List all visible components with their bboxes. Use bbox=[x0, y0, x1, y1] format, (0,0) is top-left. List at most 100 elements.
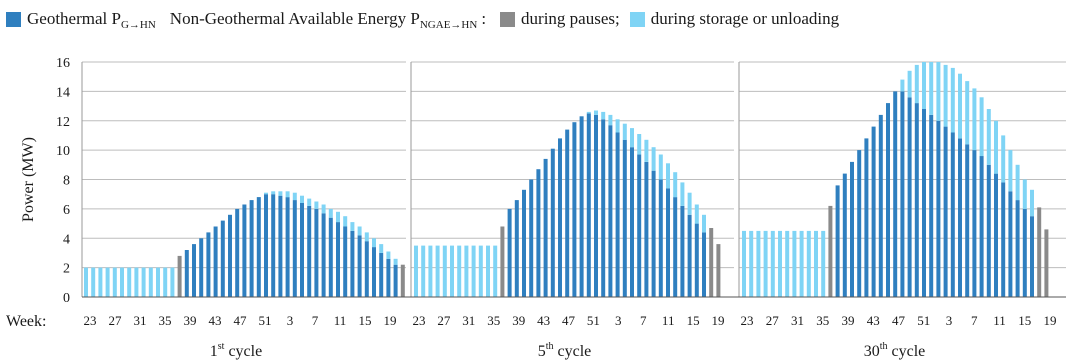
bar-ngae-unloading bbox=[958, 73, 962, 139]
bar-geothermal bbox=[586, 113, 591, 298]
bar-geothermal bbox=[514, 200, 519, 297]
panel-title-number: 30 bbox=[864, 343, 880, 360]
bar-ngae-unloading bbox=[364, 232, 369, 242]
bar-geothermal bbox=[594, 114, 598, 298]
bar-storage bbox=[428, 245, 433, 297]
x-tick-label: 23 bbox=[413, 313, 426, 328]
bar-storage bbox=[785, 230, 790, 297]
bar-storage bbox=[435, 245, 440, 297]
bar-geothermal bbox=[986, 164, 991, 297]
bar-geothermal bbox=[278, 195, 283, 297]
bar-geothermal bbox=[850, 161, 854, 297]
bar-geothermal bbox=[907, 97, 912, 298]
bar-ngae-unloading bbox=[1030, 189, 1034, 217]
bar-ngae-unloading bbox=[922, 62, 926, 109]
y-tick-label: 8 bbox=[63, 174, 70, 189]
bar-ngae-unloading bbox=[900, 79, 905, 92]
x-tick-label: 35 bbox=[816, 313, 829, 328]
bar-ngae-unloading bbox=[314, 201, 319, 209]
bar-geothermal bbox=[364, 241, 369, 297]
bar-ngae-unloading bbox=[687, 192, 692, 215]
bar-geothermal bbox=[857, 150, 862, 297]
bar-storage bbox=[763, 230, 768, 297]
bar-geothermal bbox=[372, 247, 376, 297]
bar-geothermal bbox=[336, 222, 340, 297]
bar-geothermal bbox=[199, 238, 204, 298]
bar-geothermal bbox=[972, 150, 977, 297]
bar-geothermal bbox=[393, 264, 398, 297]
bar-ngae-unloading bbox=[680, 182, 685, 206]
bar-geothermal bbox=[871, 126, 876, 297]
bar-storage bbox=[98, 267, 103, 297]
x-tick-label: 39 bbox=[184, 313, 197, 328]
panel-title-number: 5 bbox=[538, 343, 546, 360]
bar-storage bbox=[421, 245, 426, 297]
bar-geothermal bbox=[702, 232, 706, 297]
bar-geothermal bbox=[1015, 200, 1020, 297]
x-tick-label: 39 bbox=[512, 313, 525, 328]
bar-ngae-unloading bbox=[986, 109, 991, 165]
x-tick-label: 11 bbox=[662, 313, 675, 328]
bar-geothermal bbox=[893, 91, 898, 298]
legend-label-geothermal: Geothermal PG→HN bbox=[27, 9, 156, 31]
legend-label-ngae: Non-Geothermal Available Energy PNGAE→HN bbox=[169, 9, 478, 31]
bar-ngae-unloading bbox=[350, 222, 355, 231]
bar-pause bbox=[716, 244, 721, 297]
x-tick-label: 51 bbox=[587, 313, 600, 328]
bar-storage bbox=[471, 245, 476, 297]
bar-geothermal bbox=[300, 203, 304, 297]
bar-geothermal bbox=[550, 148, 555, 297]
bar-geothermal bbox=[235, 208, 240, 297]
bar-storage bbox=[120, 267, 124, 297]
bar-geothermal bbox=[206, 232, 211, 297]
bar-ngae-unloading bbox=[307, 198, 312, 206]
bar-ngae-unloading bbox=[622, 123, 627, 140]
bar-ngae-unloading bbox=[601, 111, 606, 120]
bar-geothermal bbox=[543, 158, 548, 297]
bar-geothermal bbox=[579, 116, 584, 297]
bar-geothermal bbox=[958, 138, 962, 297]
bar-ngae-unloading bbox=[914, 64, 919, 104]
bar-ngae-unloading bbox=[1008, 150, 1013, 192]
bar-geothermal bbox=[922, 109, 926, 297]
x-tick-label: 7 bbox=[640, 313, 647, 328]
bar-storage bbox=[756, 230, 761, 297]
legend-label-storage: during storage or unloading bbox=[650, 9, 840, 28]
bar-geothermal bbox=[622, 139, 627, 297]
bar-ngae-unloading bbox=[994, 120, 998, 174]
bar-geothermal bbox=[271, 194, 276, 297]
bar-geothermal bbox=[285, 197, 290, 297]
panel-title-superscript: th bbox=[880, 341, 888, 352]
bar-ngae-unloading bbox=[694, 204, 699, 224]
bar-ngae-unloading bbox=[950, 67, 955, 133]
bar-geothermal bbox=[673, 197, 678, 297]
bar-storage bbox=[105, 267, 110, 297]
bar-ngae-unloading bbox=[372, 238, 376, 248]
bar-geothermal bbox=[572, 122, 577, 297]
bar-geothermal bbox=[220, 220, 225, 297]
x-tick-label: 3 bbox=[946, 313, 953, 328]
bar-storage bbox=[91, 267, 96, 297]
bar-storage bbox=[442, 245, 447, 297]
y-tick-label: 14 bbox=[56, 85, 70, 100]
bar-ngae-unloading bbox=[936, 62, 941, 121]
bar-geothermal bbox=[943, 126, 948, 297]
bar-ngae-unloading bbox=[278, 191, 283, 196]
bar-storage bbox=[414, 245, 418, 297]
bar-ngae-unloading bbox=[658, 154, 663, 180]
bar-geothermal bbox=[936, 120, 941, 298]
bar-geothermal bbox=[314, 208, 319, 297]
bar-ngae-unloading bbox=[328, 208, 333, 218]
bar-ngae-unloading bbox=[702, 214, 706, 233]
bar-geothermal bbox=[878, 114, 883, 298]
x-tick-label: 47 bbox=[562, 313, 576, 328]
bar-geothermal bbox=[914, 103, 919, 297]
bar-storage bbox=[112, 267, 117, 297]
bar-geothermal bbox=[536, 169, 541, 297]
bar-storage bbox=[821, 230, 826, 297]
y-tick-label: 10 bbox=[56, 144, 70, 159]
y-tick-label: 16 bbox=[56, 56, 70, 71]
x-tick-label: 15 bbox=[1018, 313, 1031, 328]
bar-geothermal bbox=[630, 147, 634, 297]
bar-geothermal bbox=[842, 173, 847, 297]
